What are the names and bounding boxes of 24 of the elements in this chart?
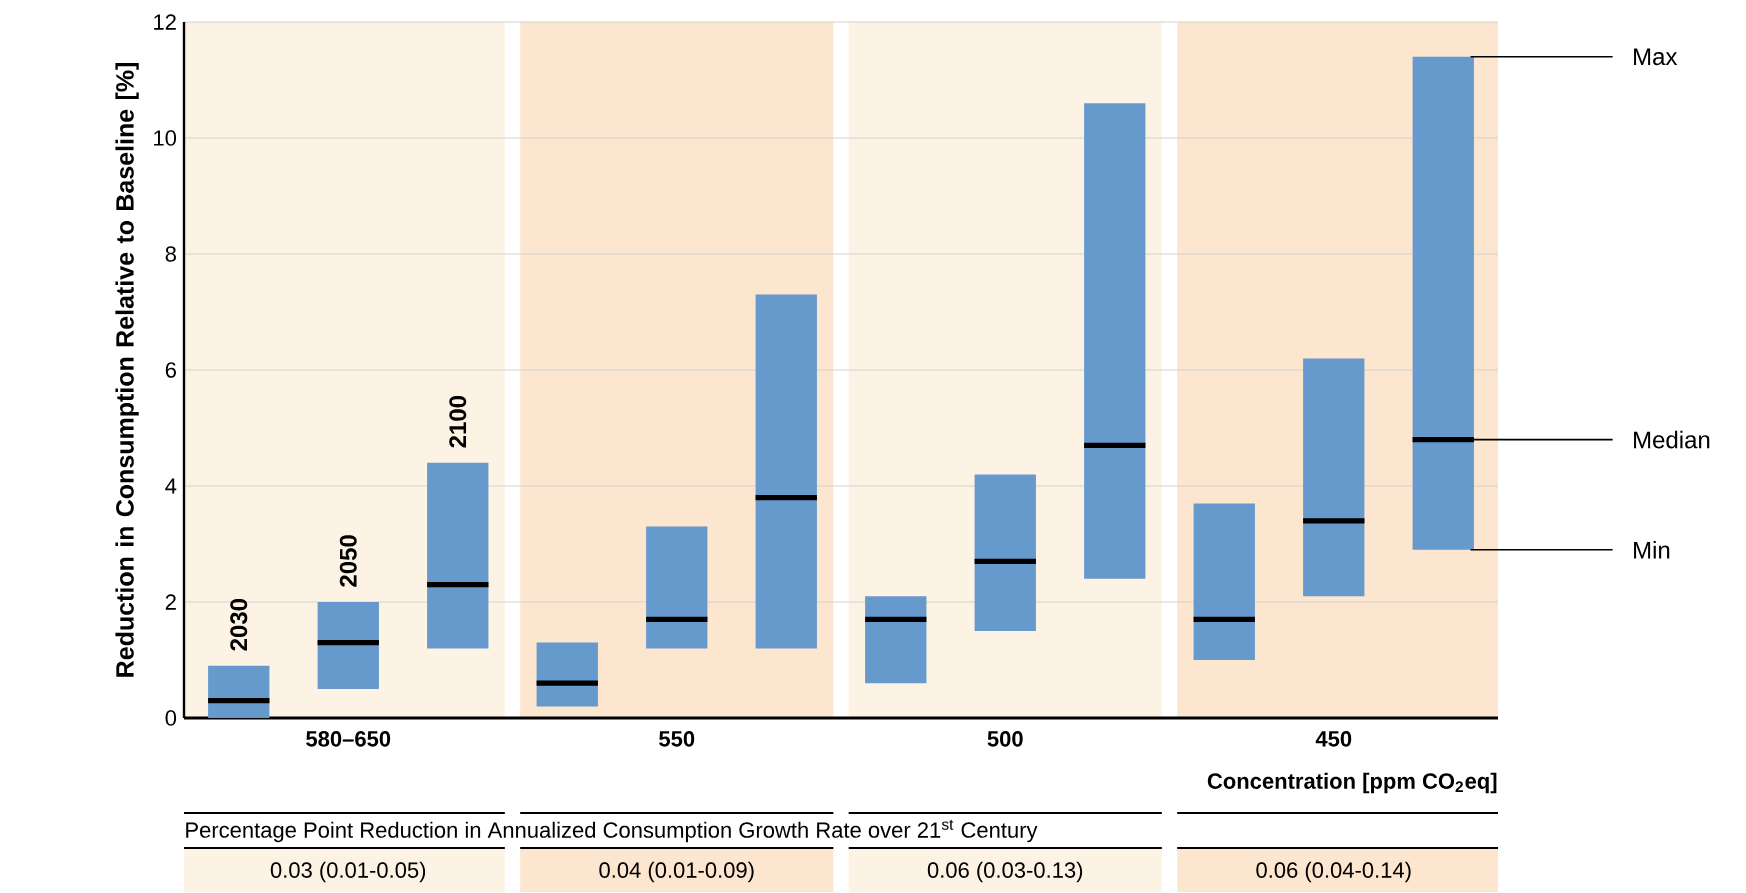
y-tick-label: 0	[165, 710, 177, 726]
annotation: 2030	[230, 598, 248, 651]
y-tick-label: 4	[165, 478, 177, 494]
annotation: 2100	[449, 396, 467, 448]
text: 580–650	[306, 731, 391, 747]
text: 0.04 (0.01-0.09)	[599, 861, 754, 883]
text: Percentage Point Reduction in Annualized Consumption Growth Rate over 21$^{st}$ Century	[186, 819, 1038, 843]
text: Min	[1634, 541, 1670, 559]
y-tick-label: 2	[165, 594, 176, 610]
y-tick-label: 6	[165, 362, 176, 378]
y-tick-label: 8	[165, 246, 176, 262]
y-tick-label: 12	[154, 14, 176, 30]
y-tick-label: 10	[154, 130, 177, 146]
text: 0.06 (0.04-0.14)	[1256, 861, 1411, 883]
text: 500	[987, 731, 1023, 747]
text: 550	[659, 731, 695, 747]
y-axis-title: Reduction in Consumption Relative to Baseline [%]	[115, 63, 139, 677]
text: Max	[1634, 48, 1678, 66]
annotation: 2050	[339, 535, 357, 587]
text: Median	[1634, 430, 1710, 449]
text: 450	[1315, 731, 1352, 747]
x-axis-title: Concentration [ppm CO$_{2}$eq]	[1207, 772, 1497, 794]
text: 0.06 (0.03-0.13)	[927, 861, 1083, 883]
text: 0.03 (0.01-0.05)	[270, 861, 426, 883]
